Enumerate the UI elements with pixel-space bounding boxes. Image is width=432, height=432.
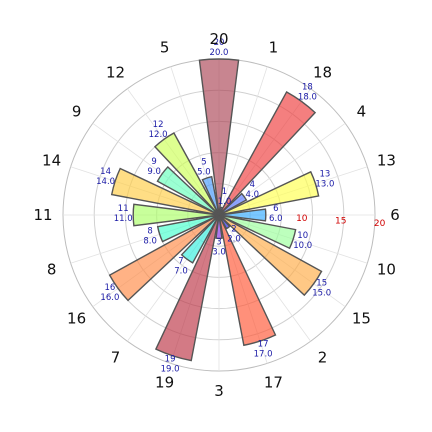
value-label-4: 4 4.0 — [246, 180, 260, 200]
value-label-13: 13 13.0 — [315, 170, 334, 190]
bar-19 — [154, 214, 220, 362]
category-label-19: 19 — [155, 373, 174, 391]
category-labels: 1 18 4 13 6 10 15 2 17 3 19 7 16 8 11 14 9 12 5 20 — [33, 30, 399, 400]
category-label-1: 1 — [269, 39, 279, 57]
category-label-3: 3 — [214, 382, 224, 400]
value-label-9: 9 9.0 — [147, 157, 161, 177]
grid-spoke — [218, 214, 312, 342]
radial-ticks: 10 15 20 — [296, 214, 386, 229]
value-label-1: 1 1.0 — [218, 187, 232, 207]
value-label-11: 11 11.0 — [114, 204, 133, 224]
value-labels: 1 1.0 18 18.0 4 4.0 13 13.0 6 6.0 10 10.0 15 15.0 2 2.0… — [96, 38, 334, 375]
bar-7 — [180, 214, 220, 264]
bar-20 — [198, 58, 240, 216]
radial-tick-label: 10 — [296, 214, 308, 224]
category-label-5: 5 — [160, 39, 170, 57]
value-label-8: 8 8.0 — [143, 226, 157, 246]
category-label-11: 11 — [33, 206, 52, 224]
value-label-19: 19 19.0 — [161, 355, 180, 375]
grid-spoke — [218, 66, 268, 216]
bar-2 — [218, 214, 231, 230]
bar-13 — [218, 170, 320, 216]
category-label-18: 18 — [313, 64, 332, 82]
bar-17 — [218, 214, 277, 347]
value-label-2: 2 2.0 — [227, 225, 241, 245]
bar-12 — [153, 132, 220, 216]
radial-tick-label: 15 — [335, 217, 346, 227]
bar-16 — [108, 214, 220, 302]
category-label-8: 8 — [47, 260, 57, 278]
bar-9 — [156, 165, 220, 216]
category-label-15: 15 — [352, 310, 371, 328]
category-label-13: 13 — [377, 152, 396, 170]
bar-15 — [218, 214, 323, 297]
bar-18 — [218, 91, 317, 216]
bar-3 — [215, 214, 223, 240]
category-label-14: 14 — [42, 152, 61, 170]
bar-14 — [110, 167, 220, 216]
bar-5 — [201, 175, 220, 216]
value-label-7: 7 7.0 — [174, 256, 188, 276]
category-label-16: 16 — [67, 310, 86, 328]
value-label-10: 10 10.0 — [293, 231, 312, 251]
value-label-15: 15 15.0 — [312, 279, 331, 299]
category-label-12: 12 — [106, 64, 125, 82]
category-label-4: 4 — [357, 103, 367, 121]
radial-tick-label: 20 — [374, 219, 386, 229]
category-label-17: 17 — [264, 373, 283, 391]
value-label-12: 12 12.0 — [149, 120, 168, 140]
bar-8 — [156, 214, 220, 243]
value-label-5: 5 5.0 — [197, 157, 211, 177]
category-label-6: 6 — [390, 206, 400, 224]
value-label-20: 20 20.0 — [210, 38, 229, 58]
bar-6 — [218, 208, 267, 222]
category-label-20: 20 — [209, 30, 228, 48]
value-label-6: 6 6.0 — [269, 204, 283, 224]
value-label-14: 14 14.0 — [96, 167, 115, 187]
bar-4 — [218, 192, 248, 216]
bar-10 — [218, 214, 297, 250]
bars — [108, 58, 323, 362]
value-label-17: 17 17.0 — [254, 340, 273, 360]
value-label-18: 18 18.0 — [298, 82, 317, 102]
value-label-3: 3 3.0 — [212, 237, 226, 257]
bar-11 — [132, 203, 220, 227]
category-label-2: 2 — [318, 348, 328, 366]
category-label-7: 7 — [111, 348, 121, 366]
category-label-10: 10 — [377, 260, 396, 278]
category-label-9: 9 — [72, 103, 82, 121]
value-label-16: 16 16.0 — [100, 283, 119, 303]
